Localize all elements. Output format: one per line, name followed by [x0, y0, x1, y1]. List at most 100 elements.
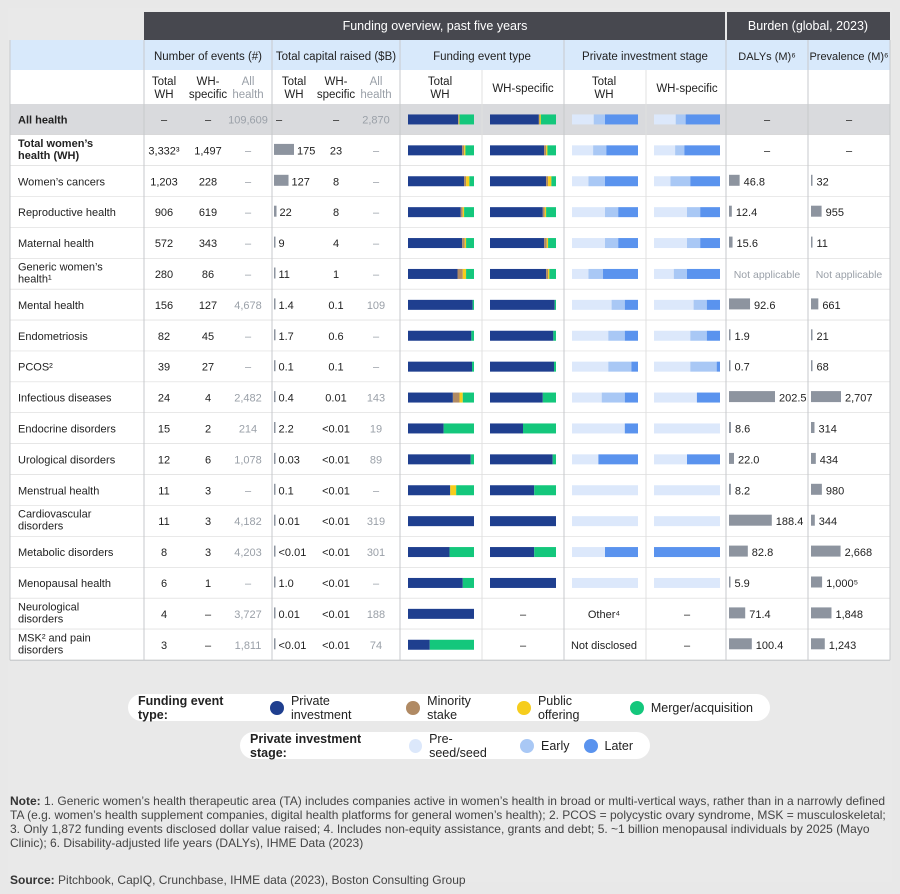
event-type-wh-bar-segment [490, 516, 556, 527]
row-label: Menopausal health [18, 578, 111, 590]
row-label: health¹ [18, 274, 52, 286]
legend-label: Public offering [537, 693, 580, 722]
capital-bar [274, 205, 277, 217]
events-all-cell: 4,678 [234, 300, 262, 312]
events-wh-cell: 4 [205, 393, 211, 405]
event-type-total-bar-segment [452, 392, 460, 403]
events-all-cell: – [245, 269, 252, 281]
capital-wh-cell: 1 [333, 269, 339, 281]
event-type-wh-bar-segment [490, 268, 547, 279]
stage-total-bar-segment [572, 361, 609, 372]
capital-all-cell: – [373, 176, 380, 188]
events-wh-cell: 1 [205, 578, 211, 590]
event-type-wh-bar-segment [544, 238, 547, 249]
events-wh-cell: 127 [199, 300, 217, 312]
capital-bar [274, 298, 276, 310]
capital-total-cell: <0.01 [279, 640, 307, 652]
event-type-total-bar-segment [408, 114, 459, 125]
prevalence-cell: 344 [819, 516, 837, 528]
legend-label: Minority stake [427, 693, 471, 722]
legend-label: Merger/acquisition [650, 700, 753, 715]
event-type-total-bar-segment [470, 454, 474, 465]
capital-wh-cell: 0.1 [328, 300, 343, 312]
event-type-total-bar-segment [457, 268, 463, 279]
capital-wh-cell: 23 [330, 145, 342, 157]
header-capital-raised: Total capital raised ($B) [276, 51, 396, 63]
event-type-wh-bar-segment [551, 176, 556, 187]
stage-wh-cell: – [684, 640, 691, 652]
capital-total-cell: 1.7 [279, 331, 294, 343]
capital-bar [274, 267, 276, 279]
capital-wh-cell: <0.01 [322, 547, 350, 559]
row-label: Reproductive health [18, 207, 116, 219]
stage-total-bar-segment [605, 547, 638, 558]
header-investment-stage: Private investment stage [582, 51, 708, 63]
stage-wh-bar-segment [654, 361, 691, 372]
legend-item-minority-stake: Minority stake [406, 694, 503, 722]
event-type-wh-bar-segment [490, 145, 545, 156]
subheader-all-health: All [370, 76, 383, 88]
capital-wh-cell: 0.1 [328, 362, 343, 374]
capital-bar [274, 452, 276, 464]
event-type-total-bar-segment [408, 577, 463, 588]
events-wh-cell: – [205, 609, 212, 621]
subheader-all-health: health [232, 89, 263, 101]
stage-wh-bar-segment [654, 516, 720, 527]
prevalence-cell: 1,000⁵ [826, 578, 858, 590]
events-wh-cell: 619 [199, 207, 217, 219]
stage-wh-bar-segment [654, 330, 691, 341]
prevalence-bar [811, 514, 815, 526]
minority-stake-swatch [406, 700, 421, 715]
events-wh-cell: 3 [205, 516, 211, 528]
stage-total-bar-segment [593, 114, 605, 125]
event-type-wh-bar-segment [538, 114, 540, 125]
events-all-cell: – [245, 145, 252, 157]
events-all-cell: 1,811 [235, 640, 262, 652]
stage-total-bar-segment [624, 330, 638, 341]
event-type-total-bar-segment [408, 547, 450, 558]
stage-total-bar-segment [572, 423, 625, 434]
events-total-cell: 82 [158, 331, 170, 343]
events-total-cell: 280 [155, 269, 173, 281]
funding-table-chart: Funding overview, past five years Burden … [9, 12, 891, 661]
dalys-cell: 0.7 [735, 362, 750, 374]
events-wh-cell: – [205, 114, 212, 126]
event-type-wh-bar-segment [490, 238, 545, 249]
capital-bar [274, 422, 276, 433]
stage-wh-bar-segment [685, 114, 720, 125]
dalys-bar [729, 236, 733, 248]
merger-acquisition-swatch [629, 700, 644, 715]
capital-bar [274, 638, 276, 650]
legend-label: Pre-seed/seed [429, 731, 487, 760]
events-wh-cell: 2 [205, 423, 211, 435]
stage-wh-bar-segment [654, 114, 676, 125]
stage-total-bar-segment [601, 392, 625, 403]
stage-total-bar-segment [611, 299, 625, 310]
event-type-total-bar-segment [462, 207, 465, 218]
stage-total-bar-segment [572, 207, 605, 218]
capital-bar [274, 483, 276, 495]
events-wh-cell: 45 [202, 331, 214, 343]
capital-total-cell: 127 [292, 176, 310, 188]
stage-total-bar-segment [605, 114, 638, 125]
capital-wh-cell: – [333, 114, 340, 126]
row-label: Metabolic disorders [18, 547, 114, 559]
events-total-cell: 1,203 [150, 176, 178, 188]
event-type-total-bar-segment [462, 145, 465, 156]
event-type-wh-bar-segment [534, 547, 556, 558]
stage-wh-bar-segment [675, 145, 685, 156]
prevalence-bar [811, 452, 816, 464]
legend-label: Early [541, 738, 570, 753]
events-total-cell: 156 [155, 300, 173, 312]
capital-wh-cell: 8 [333, 207, 339, 219]
event-type-wh-bar-segment [490, 176, 547, 187]
stage-total-bar-segment [588, 268, 604, 279]
event-type-total-bar-segment [462, 392, 474, 403]
stage-wh-bar-segment [690, 330, 707, 341]
capital-bar [274, 329, 276, 341]
source-line: Source: Pitchbook, CapIQ, Crunchbase, IH… [10, 873, 466, 887]
subheader-wh-specific: specific [317, 89, 356, 101]
dalys-bar [729, 391, 775, 403]
stage-total-bar-segment [572, 268, 589, 279]
event-type-total-bar-segment [466, 268, 474, 279]
